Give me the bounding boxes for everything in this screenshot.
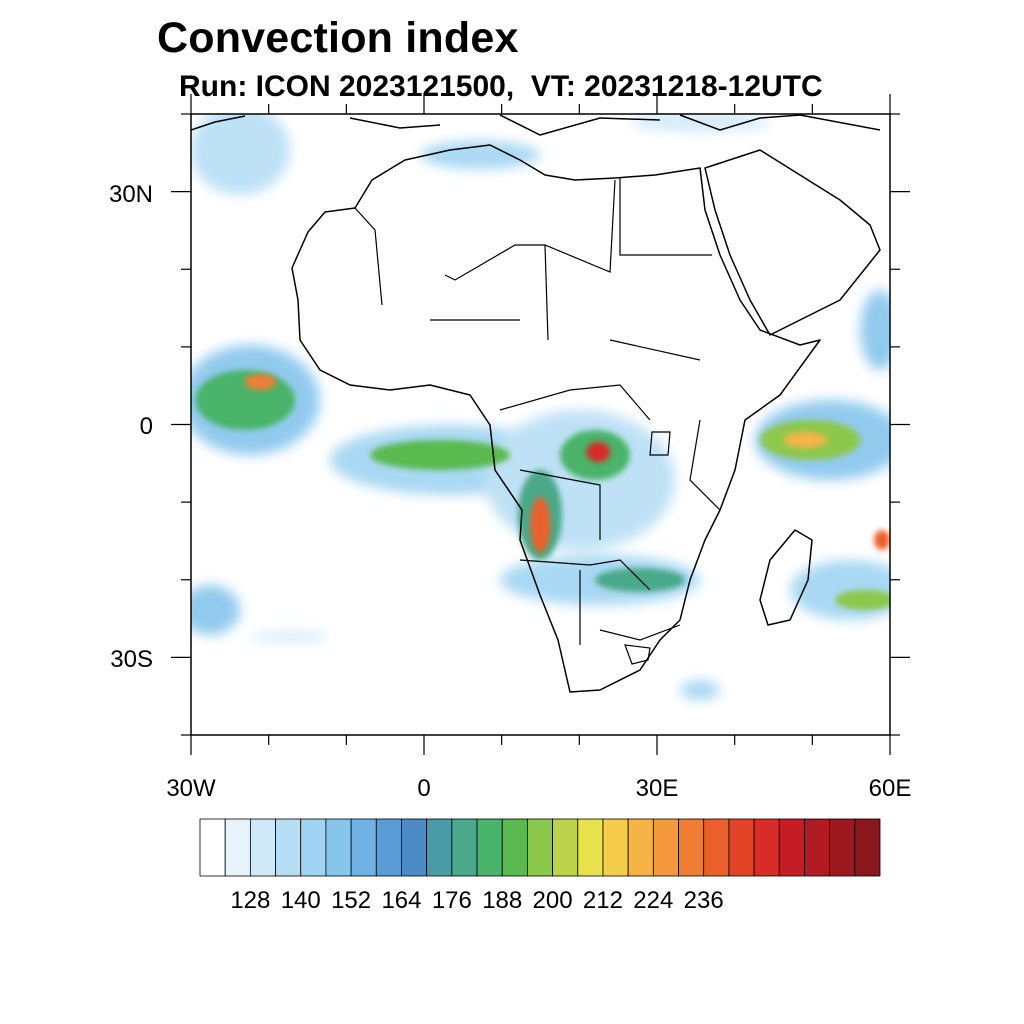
- colorbar-tick-label: 236: [683, 887, 724, 914]
- colorbar-tick-label: 200: [532, 887, 573, 914]
- cloud-patch: [191, 114, 290, 195]
- plot-subtitle: Run: ICON 2023121500, VT: 20231218-12UTC: [179, 70, 823, 103]
- cloud-patch: [195, 370, 295, 430]
- lon-label-30w: 30W: [166, 775, 216, 802]
- cloud-patch: [370, 440, 510, 470]
- cloud-patch: [835, 590, 890, 610]
- madagascar-coastline: [759, 529, 813, 626]
- europe-coastline: [191, 114, 881, 136]
- cloud-core: [874, 530, 890, 550]
- lat-label-0: 0: [139, 413, 153, 440]
- colorbar-tick-label: 140: [280, 887, 321, 914]
- colorbar-tick-label: 188: [482, 887, 523, 914]
- colorbar-tick-label: 224: [633, 887, 674, 914]
- border: [624, 431, 671, 665]
- cloud-patch: [790, 560, 890, 620]
- border: [499, 384, 721, 645]
- lon-label-60e: 60E: [868, 775, 912, 802]
- coastlines: [191, 114, 881, 693]
- lat-label-30s: 30S: [110, 646, 153, 673]
- colorbar-tick-label: 212: [582, 887, 623, 914]
- colorbar-tick-label: 176: [431, 887, 472, 914]
- cloud-patch: [191, 585, 240, 635]
- lat-label-30n: 30N: [108, 181, 153, 208]
- cloud-core: [530, 497, 550, 553]
- plot-title: Convection index: [157, 14, 519, 62]
- cloud-core: [783, 432, 827, 448]
- cloud-core: [244, 374, 276, 390]
- lon-label-30e: 30E: [635, 775, 679, 802]
- lon-label-0: 0: [417, 775, 431, 802]
- colorbar-tick-label: 152: [331, 887, 372, 914]
- cloud-patch: [680, 680, 720, 700]
- country-borders: [354, 178, 721, 665]
- colorbar-tick-label: 128: [230, 887, 271, 914]
- arabia-coastline: [704, 149, 881, 336]
- cloud-core: [586, 442, 610, 462]
- cloud-patch: [420, 141, 540, 169]
- africa-coastline: [291, 144, 821, 693]
- border: [354, 178, 712, 361]
- colorbar-tick-label: 164: [381, 887, 422, 914]
- cloud-patch: [485, 410, 675, 550]
- convection-field: [191, 114, 890, 700]
- axis-ticks: [171, 94, 910, 755]
- cloud-patch: [860, 290, 890, 370]
- cloud-patch: [250, 632, 330, 642]
